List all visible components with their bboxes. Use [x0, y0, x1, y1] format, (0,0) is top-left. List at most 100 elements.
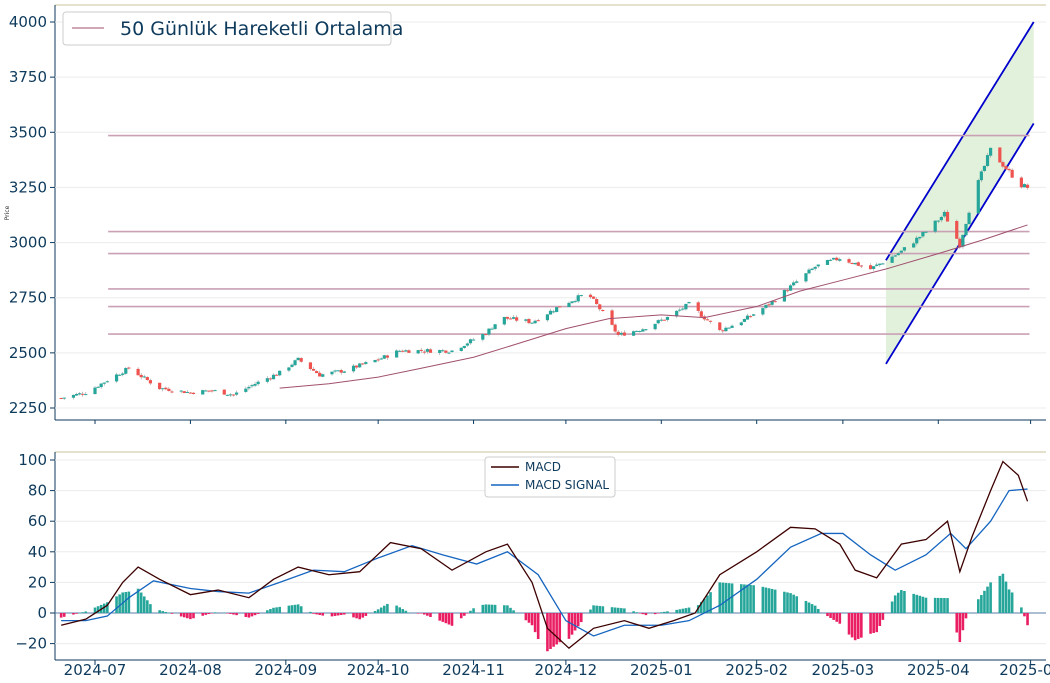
histogram-bar-positive [118, 594, 121, 613]
histogram-bar-positive [515, 612, 518, 614]
histogram-bar-positive [998, 575, 1002, 613]
histogram-bar-positive [890, 601, 894, 613]
candle-up [416, 350, 420, 354]
histogram-bar-negative [644, 613, 648, 616]
histogram-bar-positive [749, 584, 752, 613]
histogram-bar-positive [106, 602, 109, 613]
histogram-bar-negative [62, 613, 66, 617]
candle-down [1010, 169, 1014, 178]
histogram-bar-positive [976, 599, 980, 613]
candle-down [484, 334, 488, 336]
histogram-bar-negative [853, 613, 857, 641]
macd-legend: MACD MACD SIGNAL [484, 456, 616, 498]
price-y-tick-label: 3000 [9, 234, 47, 252]
histogram-bar-negative [426, 613, 429, 616]
histogram-bar-negative [235, 613, 238, 616]
candle-up [265, 378, 269, 382]
histogram-bar-negative [838, 613, 842, 624]
price-y-tick-label: 2500 [9, 344, 47, 362]
candle-up [576, 295, 580, 302]
histogram-bar-positive [921, 596, 925, 613]
candle-up [961, 234, 965, 247]
histogram-bar-positive [481, 604, 485, 613]
price-y-tick-label: 2250 [9, 399, 47, 417]
candle-up [727, 327, 731, 329]
candle-up [225, 394, 229, 396]
candle-up [121, 373, 125, 375]
histogram-bar-positive [503, 605, 506, 613]
candle-up [653, 323, 657, 330]
histogram-bar-positive [299, 606, 303, 613]
candle-up [730, 325, 734, 328]
histogram-bar-positive [700, 601, 703, 613]
candle-up [813, 266, 817, 269]
candle-up [915, 237, 919, 244]
histogram-bar-positive [946, 598, 949, 613]
histogram-bar-positive [918, 595, 922, 613]
candle-up [936, 220, 940, 222]
candle-down [231, 394, 236, 396]
candle-up [761, 308, 765, 315]
candle-up [838, 259, 842, 261]
candle-up [942, 211, 947, 217]
histogram-bar-positive [967, 613, 971, 614]
histogram-bar-positive [509, 607, 512, 613]
candle-up [724, 327, 728, 332]
histogram-bar-negative [210, 613, 214, 614]
histogram-bar-positive [398, 607, 401, 613]
histogram-bar-negative [336, 613, 340, 616]
histogram-bar-positive [610, 607, 614, 613]
candle-up [967, 212, 971, 225]
histogram-bar-positive [127, 591, 131, 613]
histogram-bar-positive [275, 607, 278, 613]
candle-up [573, 301, 577, 303]
histogram-bar-positive [269, 609, 272, 613]
candle-up [105, 381, 109, 383]
candle-up [921, 232, 925, 237]
histogram-bar-negative [358, 613, 361, 620]
candle-up [278, 370, 282, 376]
candle-down [616, 331, 620, 335]
histogram-bar-positive [616, 607, 620, 613]
candle-down [210, 390, 214, 392]
price-legend-label: 50 Günlük Hareketli Ortalama [120, 18, 403, 40]
candle-down [515, 317, 519, 321]
x-tick-label: 2024-10 [347, 661, 410, 679]
histogram-bar-positive [493, 604, 497, 613]
candle-down [847, 259, 851, 263]
histogram-bar-positive [767, 588, 771, 613]
candle-up [675, 310, 679, 317]
histogram-bar-negative [204, 613, 208, 615]
histogram-bar-negative [419, 613, 423, 614]
candle-up [678, 309, 682, 311]
histogram-bar-negative [312, 613, 315, 614]
candle-down [598, 304, 602, 310]
histogram-bar-positive [936, 597, 940, 613]
histogram-bar-negative [182, 613, 186, 618]
histogram-bar-negative [530, 613, 534, 626]
histogram-bar-positive [379, 607, 383, 613]
histogram-bar-positive [980, 595, 983, 613]
histogram-bar-negative [318, 613, 321, 615]
histogram-bar-positive [903, 591, 906, 613]
candle-down [998, 147, 1002, 163]
macd-y-tick-label: 100 [18, 451, 47, 469]
candle-up [989, 147, 993, 156]
x-tick-label: 2024-12 [535, 661, 598, 679]
histogram-bar-negative [850, 613, 854, 638]
candle-down [311, 368, 316, 371]
candle-up [438, 350, 442, 353]
histogram-bar-positive [678, 609, 682, 613]
candle-up [533, 320, 537, 324]
histogram-bar-positive [167, 612, 171, 614]
trend-channel [885, 21, 1035, 365]
candle-up [976, 180, 980, 214]
candle-up [321, 374, 325, 377]
histogram-bar-negative [552, 613, 555, 647]
histogram-bar-negative [247, 613, 251, 618]
histogram-bar-positive [164, 611, 168, 613]
candle-up [982, 165, 987, 171]
candle-down [773, 301, 777, 303]
histogram-bar-negative [656, 613, 660, 614]
